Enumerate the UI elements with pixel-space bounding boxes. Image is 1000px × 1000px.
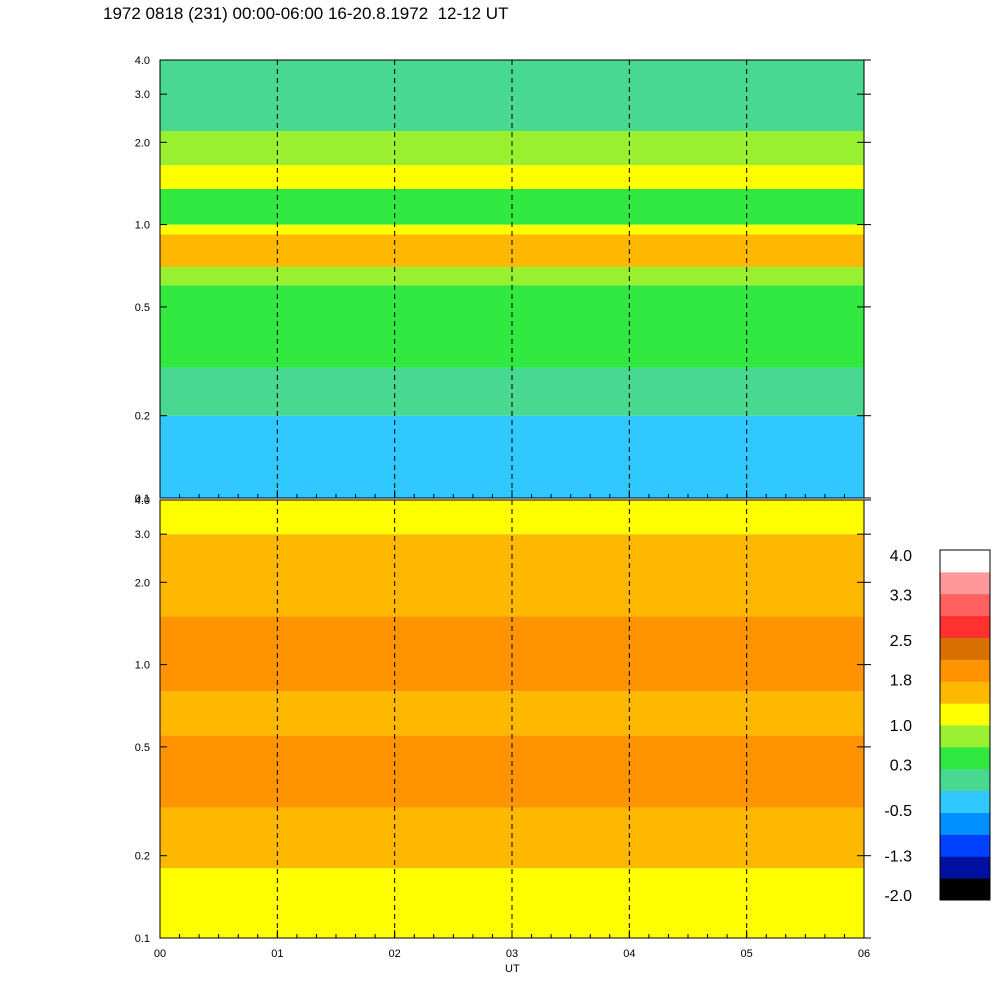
x-tick-label-6: 06 <box>858 948 870 960</box>
y-tick-label-lower-4: 2.0 <box>135 577 150 589</box>
colorbar-label-5: 0.3 <box>890 758 912 775</box>
y-tick-label-upper-3: 1.0 <box>135 220 150 232</box>
y-tick-label-upper-4: 2.0 <box>135 137 150 149</box>
y-tick-label-upper-2: 0.5 <box>135 302 150 314</box>
y-tick-label-upper-1: 0.2 <box>135 411 150 423</box>
colorbar-label-6: -0.5 <box>884 803 912 820</box>
colorbar-swatch-3 <box>940 812 990 835</box>
colorbar-swatch-1 <box>940 856 990 879</box>
y-tick-label-upper-5: 3.0 <box>135 89 150 101</box>
y-tick-label-lower-5: 3.0 <box>135 529 150 541</box>
colorbar-label-4: 1.0 <box>890 718 912 735</box>
colorbar-swatch-11 <box>940 637 990 660</box>
colorbar-label-7: -1.3 <box>884 848 912 865</box>
heatmap-band-upper-5 <box>160 224 864 235</box>
x-tick-label-2: 02 <box>389 948 401 960</box>
colorbar-swatch-7 <box>940 725 990 748</box>
colorbar-swatch-2 <box>940 834 990 857</box>
y-tick-label-lower-1: 0.2 <box>135 851 150 863</box>
x-tick-label-0: 00 <box>154 948 166 960</box>
x-tick-label-1: 01 <box>271 948 283 960</box>
chart-title: 1972 0818 (231) 00:00-06:00 16-20.8.1972… <box>103 4 509 23</box>
colorbar-label-1: 3.3 <box>890 588 912 605</box>
colorbar-swatch-13 <box>940 593 990 617</box>
colorbar-swatch-4 <box>940 790 990 813</box>
y-tick-label-lower-6: 4.0 <box>135 495 150 507</box>
x-axis-label: UT <box>505 963 520 975</box>
colorbar-swatch-6 <box>940 746 990 770</box>
x-tick-label-4: 04 <box>623 948 635 960</box>
colorbar-swatch-10 <box>940 659 990 682</box>
colorbar-swatch-15 <box>940 550 990 573</box>
colorbar-swatch-5 <box>940 768 990 792</box>
colorbar-frame <box>939 549 991 901</box>
colorbar-label-3: 1.8 <box>890 673 912 690</box>
y-tick-label-lower-0: 0.1 <box>135 933 150 945</box>
colorbar-swatch-9 <box>940 681 990 704</box>
colorbar-label-2: 2.5 <box>890 633 912 650</box>
colorbar-swatch-0 <box>940 878 990 901</box>
colorbar-label-8: -2.0 <box>884 888 912 905</box>
y-tick-label-lower-2: 0.5 <box>135 742 150 754</box>
x-tick-label-5: 05 <box>741 948 753 960</box>
heatmap-band-upper-1 <box>160 367 864 416</box>
y-tick-label-lower-3: 1.0 <box>135 660 150 672</box>
colorbar-swatch-12 <box>940 615 990 638</box>
colorbar-label-0: 4.0 <box>890 548 912 565</box>
y-tick-label-upper-0: 0.1 <box>135 493 150 505</box>
colorbar-swatch-8 <box>940 703 990 726</box>
y-tick-label-upper-6: 4.0 <box>135 55 150 67</box>
colorbar-swatch-14 <box>940 571 990 595</box>
x-tick-label-3: 03 <box>506 948 518 960</box>
